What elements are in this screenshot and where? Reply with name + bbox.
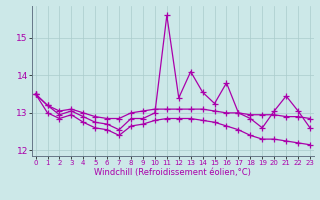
X-axis label: Windchill (Refroidissement éolien,°C): Windchill (Refroidissement éolien,°C): [94, 168, 251, 177]
